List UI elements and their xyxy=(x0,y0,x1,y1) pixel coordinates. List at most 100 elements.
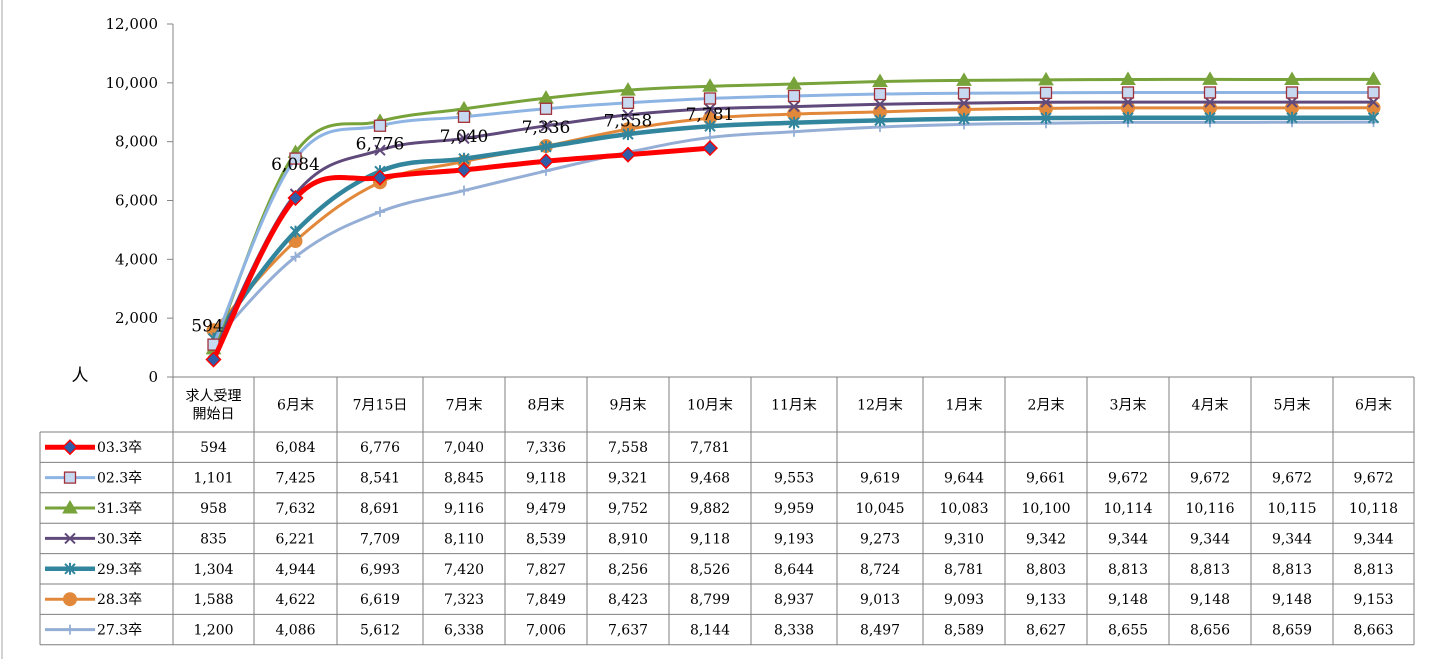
legend-marker-29-3 xyxy=(64,562,76,575)
table-cell: 10,115 xyxy=(1268,501,1317,517)
data-point-03-3 xyxy=(701,140,719,157)
data-point-30-3 xyxy=(874,98,886,110)
data-point-30-3 xyxy=(704,103,716,115)
table-cell: 8,539 xyxy=(526,531,566,547)
y-tick-label-4-000: 4,000 xyxy=(115,250,158,268)
table-cell: 9,342 xyxy=(1026,531,1066,547)
data-point-02-3 xyxy=(1203,86,1217,99)
data-point-31-3 xyxy=(956,72,972,86)
table-cell: 8,526 xyxy=(690,562,730,578)
category-label: 3月末 xyxy=(1110,398,1147,414)
data-labels: 594 6,084 6,776 7,040 7,336 7,558 7,781 xyxy=(191,105,734,336)
table-cell: 9,193 xyxy=(774,531,814,547)
table-cell: 6,993 xyxy=(360,562,400,578)
data-point-31-3 xyxy=(872,73,888,88)
table-cell: 9,148 xyxy=(1190,592,1230,608)
table-row-29-3: 29.3卒 1,304 4,944 6,993 7,420 7,827 8,256 8,526… xyxy=(45,562,1394,578)
data-label-03-3: 7,781 xyxy=(686,105,735,125)
data-point-30-3 xyxy=(1286,96,1298,108)
data-point-02-3 xyxy=(539,102,553,115)
data-point-29-3 xyxy=(1367,111,1380,124)
table-cell: 6,619 xyxy=(360,592,400,608)
data-point-29-3 xyxy=(289,225,302,238)
table-cell: 10,114 xyxy=(1104,501,1153,517)
category-label: 6月末 xyxy=(1355,398,1392,414)
data-point-02-3 xyxy=(873,87,887,101)
y-tick-label-10-000: 10,000 xyxy=(106,74,159,92)
table-cell: 8,644 xyxy=(774,562,814,578)
data-table: 求人受理開始日 6月末 7月15日 7月末 8月末 9月末 10月末 11月末 12月末 1月末 2… xyxy=(39,376,1415,646)
table-cell: 8,338 xyxy=(774,623,814,639)
table-cell: 8,781 xyxy=(944,562,984,578)
table-cell: 9,468 xyxy=(690,471,730,487)
table-cell: 9,153 xyxy=(1353,592,1393,608)
data-point-02-3 xyxy=(957,87,971,100)
table-cell: 1,200 xyxy=(193,623,233,639)
table-cell: 835 xyxy=(200,531,227,547)
table-cell: 7,425 xyxy=(275,471,315,487)
series-03-3 xyxy=(205,140,719,368)
y-axis: 0 2,000 4,000 6,000 8,000 10,000 12,000 xyxy=(106,15,174,386)
category-label: 7月末 xyxy=(446,398,483,414)
table-cell: 9,118 xyxy=(526,471,566,487)
data-point-02-3 xyxy=(1367,86,1380,99)
table-cell: 9,321 xyxy=(608,471,648,487)
table-cell: 9,882 xyxy=(690,501,730,517)
data-point-30-3 xyxy=(374,144,386,156)
table-cell: 7,336 xyxy=(526,440,566,456)
table-cell: 9,116 xyxy=(444,501,484,517)
data-point-29-3 xyxy=(540,140,552,153)
table-cell: 9,344 xyxy=(1353,531,1393,547)
legend-label-29-3: 29.3卒 xyxy=(97,562,142,578)
series-line-29-3 xyxy=(211,115,1376,341)
table-cell: 8,659 xyxy=(1272,623,1312,639)
table-cell: 8,627 xyxy=(1026,623,1066,639)
data-label-03-3: 594 xyxy=(191,317,223,337)
data-point-03-3 xyxy=(455,161,473,178)
table-cell: 1,101 xyxy=(193,471,233,487)
table-cell: 8,813 xyxy=(1353,562,1393,578)
data-point-31-3 xyxy=(786,76,802,90)
table-row-30-3: 30.3卒 835 6,221 7,709 8,110 8,539 8,910 9,118 9,… xyxy=(45,531,1394,547)
table-cell: 7,006 xyxy=(526,623,566,639)
table-cell: 9,959 xyxy=(774,501,814,517)
data-point-29-3 xyxy=(1122,111,1134,124)
table-cell: 6,338 xyxy=(444,623,484,639)
table-cell: 8,110 xyxy=(444,531,484,547)
table-cell: 8,813 xyxy=(1272,562,1312,578)
table-cell: 7,849 xyxy=(526,592,566,608)
data-point-31-3 xyxy=(620,82,636,96)
data-point-30-3 xyxy=(1367,96,1380,108)
table-cell: 8,663 xyxy=(1353,623,1393,639)
data-label-03-3: 6,084 xyxy=(271,155,320,175)
y-tick-label-8-000: 8,000 xyxy=(115,133,158,151)
category-label: 1月末 xyxy=(946,398,983,414)
legend-label-03-3: 03.3卒 xyxy=(97,440,142,456)
category-label: 4月末 xyxy=(1192,398,1229,414)
table-cell: 9,148 xyxy=(1108,592,1148,608)
table-cell: 7,323 xyxy=(444,592,484,608)
table-cell: 9,672 xyxy=(1190,471,1230,487)
category-label: 7月15日 xyxy=(353,398,408,414)
data-point-03-3 xyxy=(287,189,304,207)
legend-marker-03-3 xyxy=(61,439,79,456)
table-cell: 9,752 xyxy=(608,501,648,517)
table-cell: 7,827 xyxy=(526,562,566,578)
table-cell: 9,479 xyxy=(526,501,566,517)
table-cell: 1,588 xyxy=(193,592,233,608)
data-point-29-3 xyxy=(788,116,800,129)
table-row-28-3: 28.3卒 1,588 4,622 6,619 7,323 7,849 8,423 8,799… xyxy=(45,592,1394,608)
legend-marker-28-3 xyxy=(63,592,77,607)
table-cell: 10,116 xyxy=(1186,501,1235,517)
data-label-03-3: 7,336 xyxy=(522,118,571,138)
series-lines xyxy=(205,71,1382,368)
table-cell: 9,310 xyxy=(944,531,984,547)
table-cell: 8,656 xyxy=(1190,623,1230,639)
legend-marker-31-3 xyxy=(62,500,78,514)
table-cell: 9,118 xyxy=(690,531,730,547)
table-cell: 8,803 xyxy=(1026,562,1066,578)
table-cell: 594 xyxy=(200,440,227,456)
table-cell: 9,661 xyxy=(1026,471,1066,487)
data-point-31-3 xyxy=(1365,71,1382,85)
series-02-3 xyxy=(207,86,1380,351)
